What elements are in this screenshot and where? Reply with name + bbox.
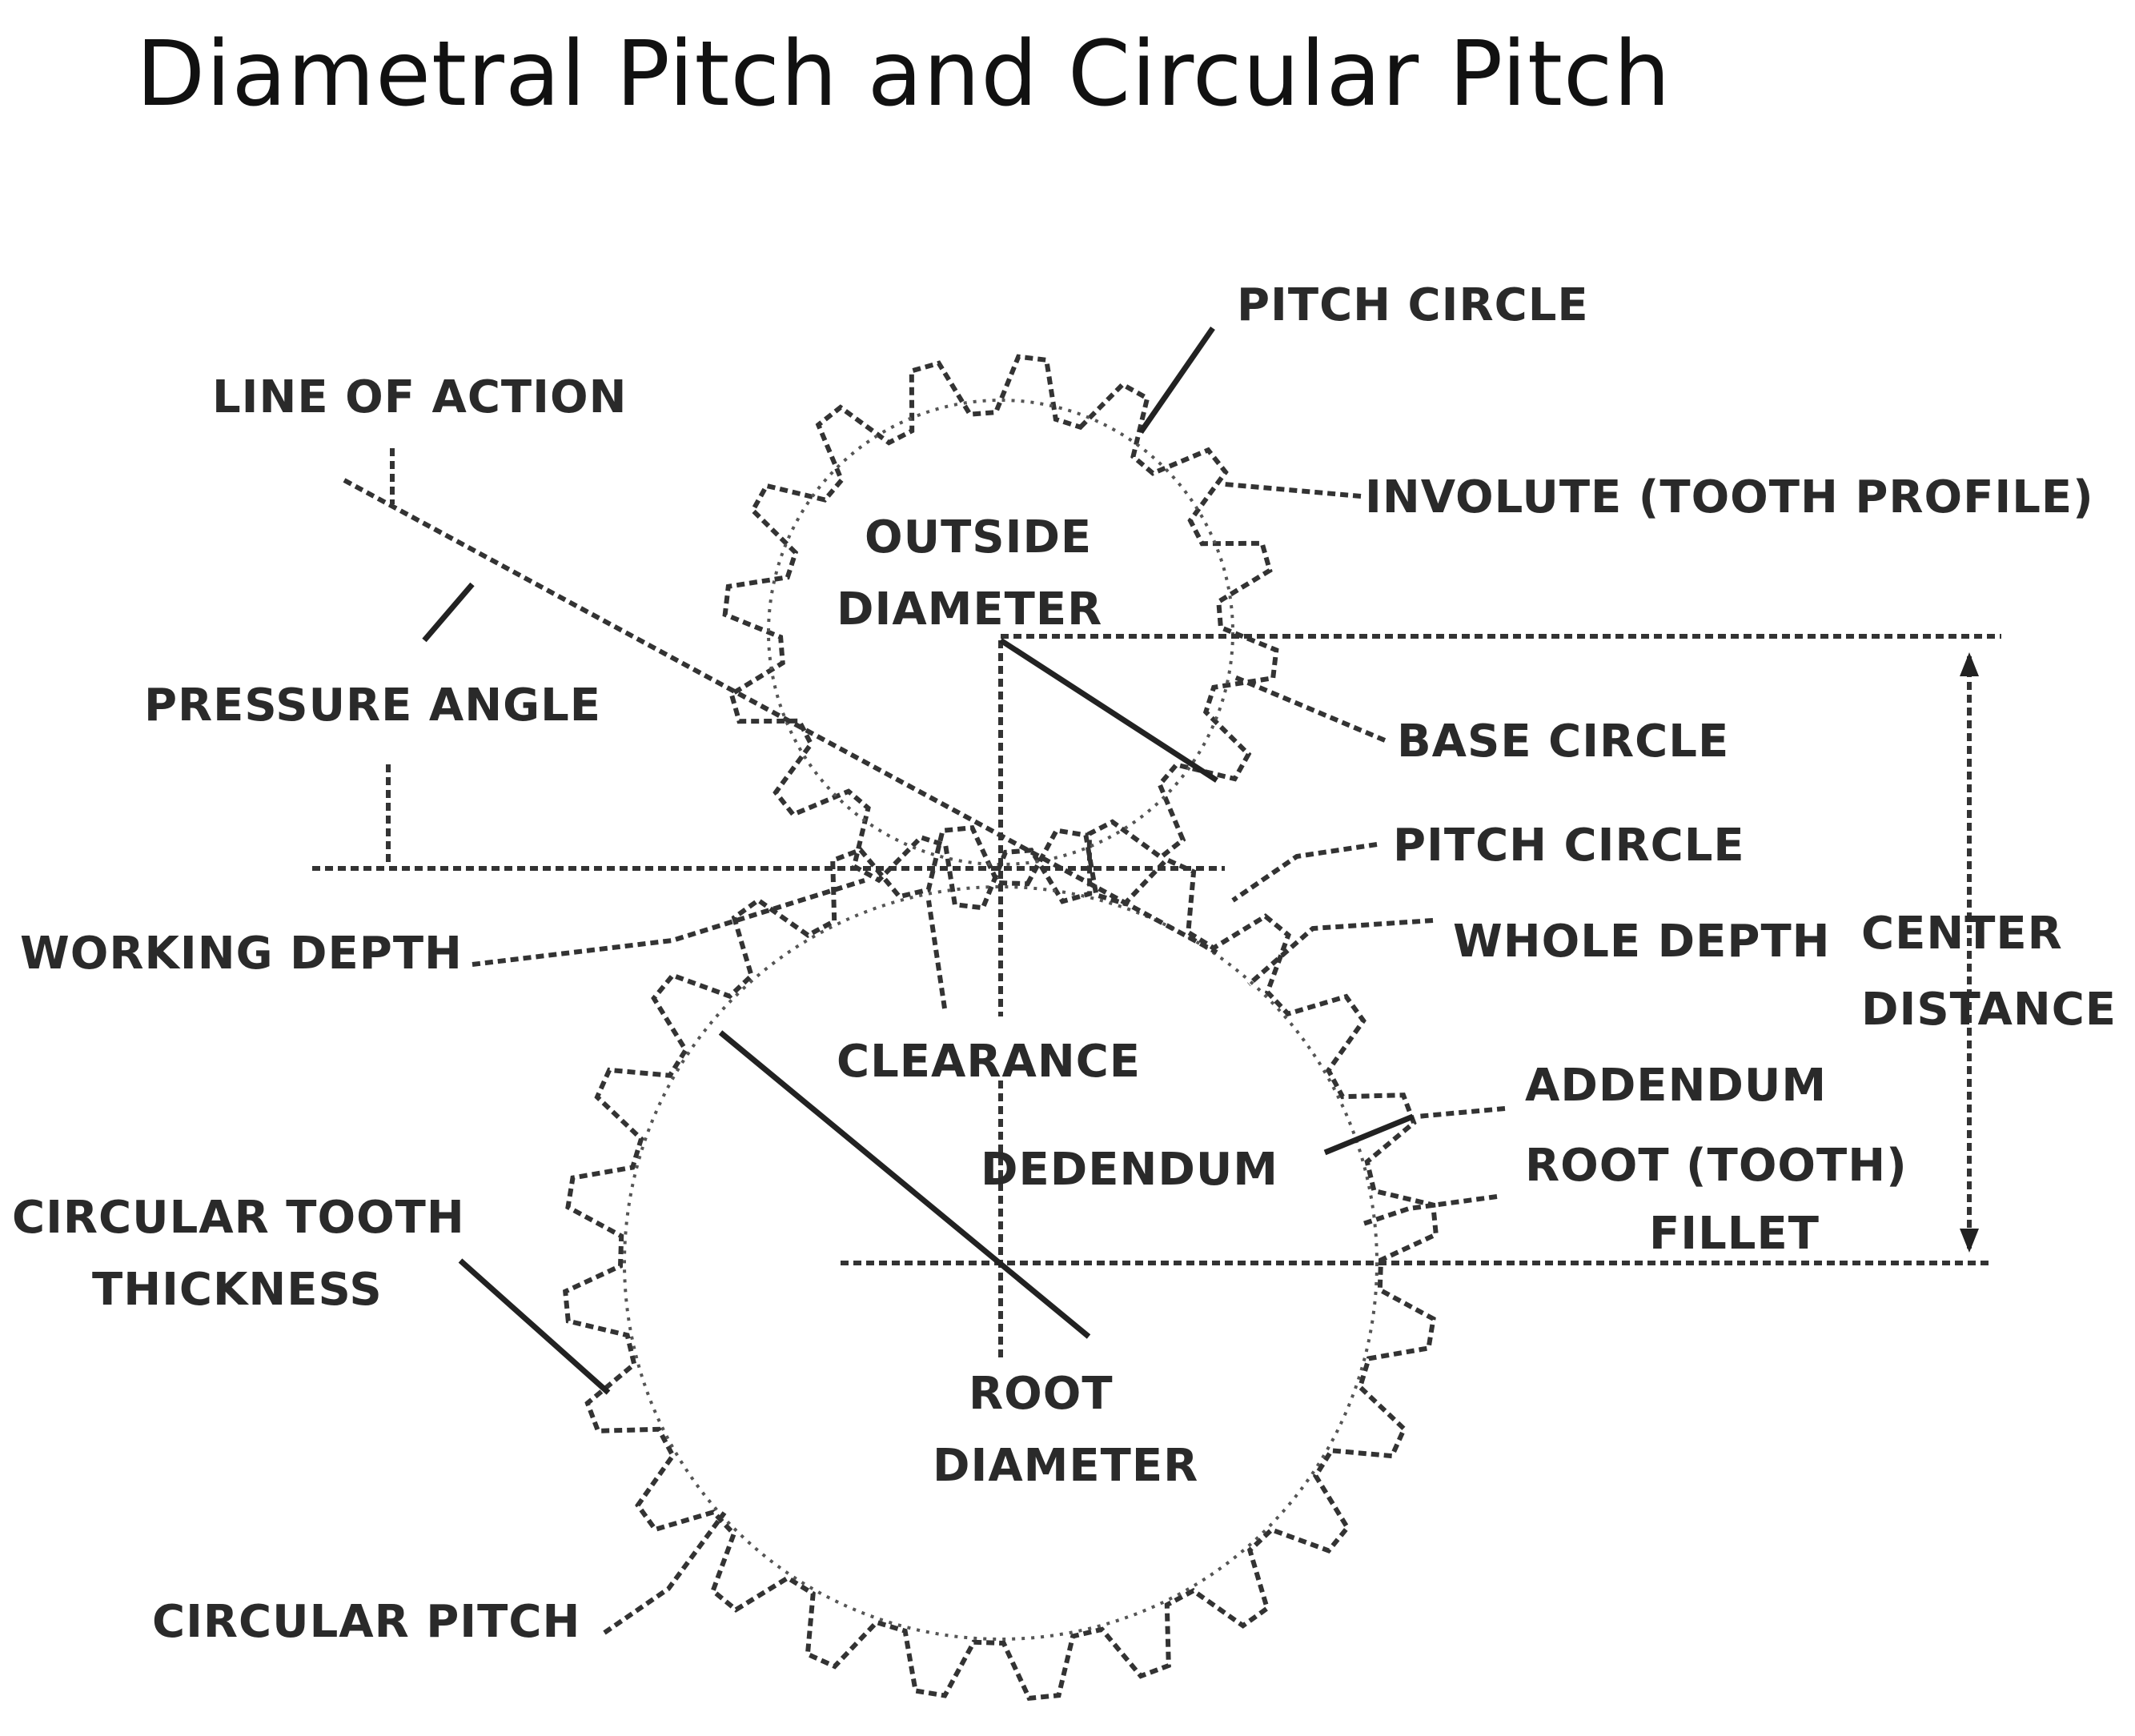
label-fillet: FILLET [1649,1208,1820,1260]
root-diameter-line [718,1030,1091,1339]
label-clearance: CLEARANCE [837,1036,1141,1088]
large-gear-outline [563,825,1439,1701]
label-involute: INVOLUTE (TOOTH PROFILE) [1365,471,2094,523]
small-gear-pitch-circle [767,399,1234,866]
leader-clearance [926,900,947,1009]
leader-circular-tooth [458,1258,611,1395]
center-distance-arrow-up [1960,652,1979,676]
label-pitch-circle-mid: PITCH CIRCLE [1393,820,1745,872]
label-root-tooth: ROOT (TOOTH) [1525,1140,1908,1192]
leader-pitch-circle-top [1138,327,1215,434]
label-pressure-angle: PRESSURE ANGLE [144,680,601,732]
label-whole-depth: WHOLE DEPTH [1453,916,1831,968]
leader-pitch-circle-mid [1231,842,1378,903]
label-base-circle: BASE CIRCLE [1397,716,1729,768]
leader-addendum [1416,1106,1506,1119]
leader-pressure-angle-upper [422,582,475,643]
small-gear-outline [722,354,1279,911]
label-distance: DISTANCE [1861,984,2117,1036]
leader-whole-depth [1247,918,1434,987]
label-center: CENTER [1861,908,2063,960]
label-root: ROOT [969,1368,1114,1420]
label-thickness: THICKNESS [92,1264,383,1316]
label-diameter-bottom: DIAMETER [933,1440,1198,1492]
label-dedendum: DEDENDUM [981,1144,1278,1196]
label-circular-pitch: CIRCULAR PITCH [152,1596,580,1648]
center-distance-arrow-down [1960,1229,1979,1253]
page-title: Diametral Pitch and Circular Pitch [136,22,1671,126]
leader-involute [1224,482,1362,499]
label-diameter-top: DIAMETER [837,583,1102,635]
label-line-of-action: LINE OF ACTION [212,371,627,423]
label-addendum: ADDENDUM [1525,1060,1827,1112]
label-outside: OUTSIDE [865,511,1092,563]
large-gear-root-circle [623,885,1379,1641]
leader-dedendum [1323,1113,1415,1156]
leader-base-circle [1231,674,1387,743]
leader-circular-pitch [603,1511,727,1635]
leader-working-depth [472,878,865,967]
label-circular-tooth: CIRCULAR TOOTH [12,1192,465,1244]
line-of-action [343,478,1218,955]
label-pitch-circle-top: PITCH CIRCLE [1237,279,1589,331]
outside-diameter-line [999,638,1218,783]
leader-root-fillet [1360,1194,1498,1227]
label-working-depth: WORKING DEPTH [20,928,463,980]
